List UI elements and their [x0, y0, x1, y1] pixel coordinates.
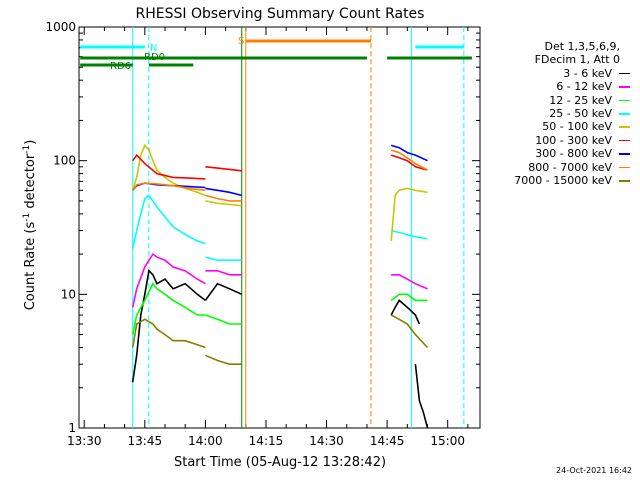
series-7-segment-2 — [390, 149, 428, 171]
x-tick-label-3: 14:15 — [249, 434, 284, 448]
x-axis-label: Start Time (05-Aug-12 13:28:42) — [174, 455, 386, 470]
legend-swatch-2 — [619, 99, 630, 102]
y-tick-label-0: 1 — [68, 421, 76, 435]
legend-swatch-7 — [619, 166, 630, 169]
plot-frame — [78, 26, 481, 429]
flag-label-n: N — [150, 43, 157, 54]
series-8-segment-0 — [131, 318, 206, 349]
series-2-segment-0 — [131, 282, 206, 335]
series-1-segment-0 — [131, 252, 206, 308]
y-tick-label-3: 1000 — [45, 20, 76, 34]
legend-swatch-8 — [619, 180, 630, 182]
series-4-segment-0 — [131, 143, 206, 197]
series-2-segment-2 — [390, 293, 428, 302]
series-3-segment-0 — [131, 194, 206, 249]
chart-title: RHESSI Observing Summary Count Rates — [136, 6, 425, 22]
x-tick-label-4: 14:30 — [309, 434, 344, 448]
y-axis-label-prefix: Count Rate (s — [23, 222, 38, 311]
vertical-markers — [132, 27, 465, 428]
series-1-segment-2 — [391, 273, 428, 290]
legend-label-2: 12 - 25 keV — [549, 93, 612, 107]
series-5-segment-1 — [205, 166, 242, 172]
y-tick-label-1: 10 — [61, 287, 76, 301]
series-8-segment-2 — [390, 314, 429, 349]
legend-swatch-5 — [619, 139, 630, 142]
legend-entry-7: 800 - 7000 keV — [482, 161, 630, 174]
y-axis-label-sup-1: -1 — [22, 213, 32, 222]
y-tick-label-2: 100 — [53, 154, 76, 168]
y-axis-label: Count Rate (s-1 detector-1) — [22, 140, 38, 311]
series-0-segment-0 — [131, 269, 206, 383]
legend: Det 1,3,5,6,9, FDecim 1, Att 0 3 - 6 keV… — [482, 40, 630, 187]
series-7-segment-0 — [132, 182, 206, 192]
legend-swatch-4 — [619, 126, 630, 128]
legend-swatch-0 — [619, 72, 630, 75]
series-5-segment-0 — [132, 153, 206, 180]
legend-entry-8: 7000 - 15000 keV — [482, 174, 630, 187]
legend-swatch-3 — [619, 113, 630, 115]
legend-entry-1: 6 - 12 keV — [482, 80, 630, 93]
legend-label-1: 6 - 12 keV — [556, 80, 612, 94]
y-axis-label-mid: detector — [23, 153, 38, 213]
legend-label-7: 800 - 7000 keV — [528, 160, 612, 174]
flag-label-s: S — [238, 36, 244, 47]
x-tick-label-1: 13:45 — [128, 434, 163, 448]
series-6-segment-1 — [205, 187, 242, 197]
timestamp: 24-Oct-2021 16:42 — [556, 466, 632, 475]
series-4-segment-2 — [390, 187, 428, 242]
legend-entry-5: 100 - 300 keV — [482, 134, 630, 147]
series-4-segment-1 — [205, 200, 242, 207]
y-axis-label-sup-2: -1 — [22, 145, 32, 154]
series-7-segment-1 — [205, 194, 242, 202]
series-5-segment-2 — [390, 154, 428, 171]
legend-label-3: 25 - 50 keV — [549, 107, 612, 121]
legend-label-8: 7000 - 15000 keV — [514, 174, 612, 188]
series-6-segment-2 — [390, 144, 428, 162]
series-group — [131, 143, 429, 429]
series-0-segment-1 — [204, 282, 243, 301]
legend-label-6: 300 - 800 keV — [535, 147, 612, 161]
series-1-segment-1 — [205, 269, 242, 276]
series-0-segment-2 — [390, 299, 421, 325]
x-tick-label-6: 15:00 — [430, 434, 465, 448]
flag-label-rd0: RD0 — [144, 52, 165, 63]
legend-label-4: 50 - 100 keV — [542, 120, 612, 134]
legend-label-0: 3 - 6 keV — [563, 66, 612, 80]
x-tick-label-0: 13:30 — [67, 434, 102, 448]
legend-entry-4: 50 - 100 keV — [482, 120, 630, 133]
legend-label-5: 100 - 300 keV — [535, 133, 612, 147]
legend-header-line-1: Det 1,3,5,6,9, — [544, 40, 620, 53]
legend-entry-2: 12 - 25 keV — [482, 94, 630, 107]
legend-swatch-6 — [619, 153, 630, 155]
y-axis-label-suffix: ) — [23, 140, 38, 145]
series-3-segment-2 — [391, 229, 428, 240]
flag-label-rd6: RD6 — [110, 61, 131, 72]
plot-axes: 13:30 13:45 14:00 14:15 14:30 14:45 15:00 1 10 10… — [45, 20, 481, 448]
legend-rows: 3 - 6 keV 6 - 12 keV 12 - 25 keV 25 - 50 ke… — [482, 67, 630, 188]
series-3-segment-1 — [205, 256, 242, 262]
legend-header-line-2: FDecim 1, Att 0 — [534, 53, 620, 67]
legend-entry-3: 25 - 50 keV — [482, 107, 630, 120]
x-tick-label-2: 14:00 — [188, 434, 223, 448]
legend-entry-6: 300 - 800 keV — [482, 147, 630, 160]
series-2-segment-1 — [205, 314, 242, 325]
legend-swatch-1 — [619, 86, 630, 88]
series-8-segment-1 — [205, 354, 242, 366]
series-0-segment-3 — [414, 364, 429, 429]
legend-entry-0: 3 - 6 keV — [482, 67, 630, 80]
x-tick-label-5: 14:45 — [370, 434, 405, 448]
